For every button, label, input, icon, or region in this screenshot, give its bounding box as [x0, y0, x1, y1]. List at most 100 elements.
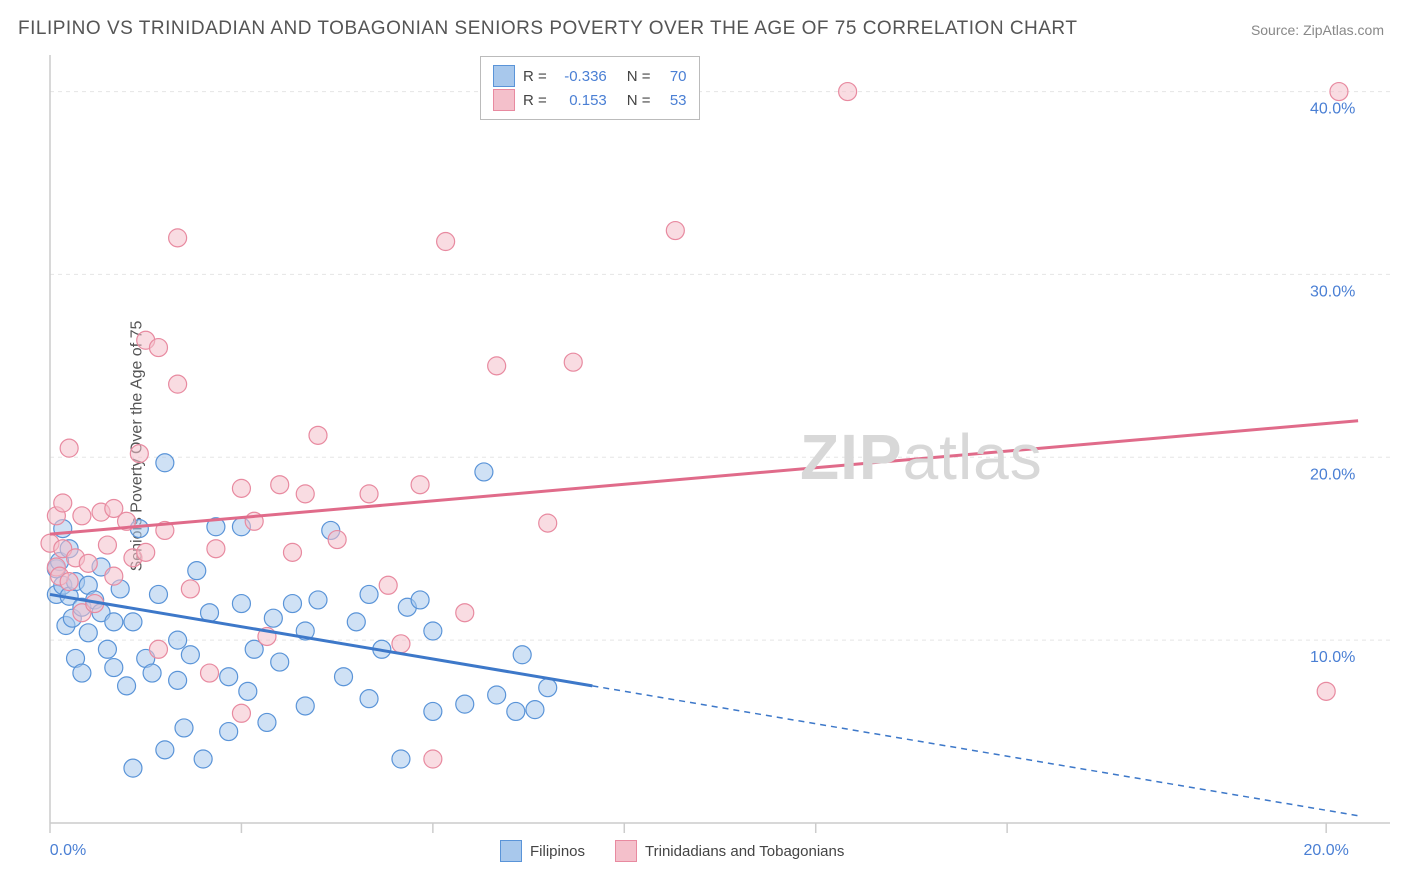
- data-point: [175, 719, 193, 737]
- stat-n-label: N =: [627, 68, 651, 85]
- data-point: [169, 229, 187, 247]
- svg-text:30.0%: 30.0%: [1310, 283, 1355, 300]
- data-point: [328, 531, 346, 549]
- data-point: [424, 622, 442, 640]
- data-point: [98, 640, 116, 658]
- data-point: [271, 476, 289, 494]
- svg-text:40.0%: 40.0%: [1310, 101, 1355, 118]
- data-point: [188, 562, 206, 580]
- trend-line-extrapolated: [592, 686, 1358, 816]
- data-point: [60, 573, 78, 591]
- data-point: [79, 554, 97, 572]
- data-point: [79, 624, 97, 642]
- data-point: [54, 494, 72, 512]
- data-point: [360, 690, 378, 708]
- data-point: [539, 514, 557, 532]
- data-point: [564, 353, 582, 371]
- trend-line: [50, 421, 1358, 534]
- data-point: [105, 659, 123, 677]
- data-point: [488, 357, 506, 375]
- data-point: [239, 682, 257, 700]
- stat-n-value: 70: [659, 68, 687, 85]
- legend-item: Trinidadians and Tobagonians: [615, 840, 844, 862]
- data-point: [169, 631, 187, 649]
- data-point: [220, 668, 238, 686]
- data-point: [456, 604, 474, 622]
- data-point: [296, 697, 314, 715]
- stat-n-value: 53: [659, 92, 687, 109]
- data-point: [507, 702, 525, 720]
- data-point: [156, 741, 174, 759]
- data-point: [437, 233, 455, 251]
- data-point: [156, 454, 174, 472]
- data-point: [526, 701, 544, 719]
- data-point: [335, 668, 353, 686]
- svg-text:20.0%: 20.0%: [1304, 842, 1349, 859]
- data-point: [296, 485, 314, 503]
- data-point: [379, 576, 397, 594]
- series-legend: Filipinos Trinidadians and Tobagonians: [500, 840, 844, 862]
- stat-r-label: R =: [523, 68, 547, 85]
- data-point: [309, 426, 327, 444]
- stat-r-value: 0.153: [555, 92, 607, 109]
- stat-r-label: R =: [523, 92, 547, 109]
- data-point: [392, 750, 410, 768]
- data-point: [149, 640, 167, 658]
- data-point: [258, 713, 276, 731]
- data-point: [271, 653, 289, 671]
- data-point: [98, 536, 116, 554]
- legend-item: Filipinos: [500, 840, 585, 862]
- data-point: [194, 750, 212, 768]
- data-point: [105, 567, 123, 585]
- data-point: [149, 585, 167, 603]
- svg-text:20.0%: 20.0%: [1310, 466, 1355, 483]
- data-point: [513, 646, 531, 664]
- data-point: [124, 759, 142, 777]
- data-point: [169, 671, 187, 689]
- data-point: [309, 591, 327, 609]
- data-point: [424, 702, 442, 720]
- data-point: [73, 507, 91, 525]
- legend-swatch: [615, 840, 637, 862]
- stats-legend-row: R = -0.336 N = 70: [493, 65, 687, 87]
- data-point: [488, 686, 506, 704]
- svg-text:0.0%: 0.0%: [50, 842, 86, 859]
- data-point: [207, 540, 225, 558]
- data-point: [666, 222, 684, 240]
- data-point: [232, 479, 250, 497]
- legend-series-label: Trinidadians and Tobagonians: [645, 843, 844, 860]
- data-point: [137, 543, 155, 561]
- data-point: [347, 613, 365, 631]
- legend-swatch: [493, 89, 515, 111]
- data-point: [169, 375, 187, 393]
- data-point: [118, 677, 136, 695]
- scatter-plot-svg: 10.0% 20.0% 30.0% 40.0% 0.0% 20.0%: [0, 0, 1406, 892]
- stats-legend-row: R = 0.153 N = 53: [493, 89, 687, 111]
- data-point: [130, 445, 148, 463]
- legend-swatch: [493, 65, 515, 87]
- data-point: [360, 585, 378, 603]
- data-point: [149, 339, 167, 357]
- chart-container: FILIPINO VS TRINIDADIAN AND TOBAGONIAN S…: [0, 0, 1406, 892]
- data-point: [839, 83, 857, 101]
- stats-legend-box: R = -0.336 N = 70 R = 0.153 N = 53: [480, 56, 700, 120]
- data-point: [105, 613, 123, 631]
- data-point: [424, 750, 442, 768]
- data-point: [264, 609, 282, 627]
- legend-series-label: Filipinos: [530, 843, 585, 860]
- data-point: [411, 591, 429, 609]
- data-point: [360, 485, 378, 503]
- data-point: [411, 476, 429, 494]
- svg-text:10.0%: 10.0%: [1310, 649, 1355, 666]
- data-point: [1330, 83, 1348, 101]
- data-point: [60, 439, 78, 457]
- legend-swatch: [500, 840, 522, 862]
- stat-n-label: N =: [627, 92, 651, 109]
- stat-r-value: -0.336: [555, 68, 607, 85]
- data-point: [456, 695, 474, 713]
- data-point: [201, 664, 219, 682]
- data-point: [220, 723, 238, 741]
- data-point: [124, 613, 142, 631]
- data-point: [143, 664, 161, 682]
- data-point: [73, 664, 91, 682]
